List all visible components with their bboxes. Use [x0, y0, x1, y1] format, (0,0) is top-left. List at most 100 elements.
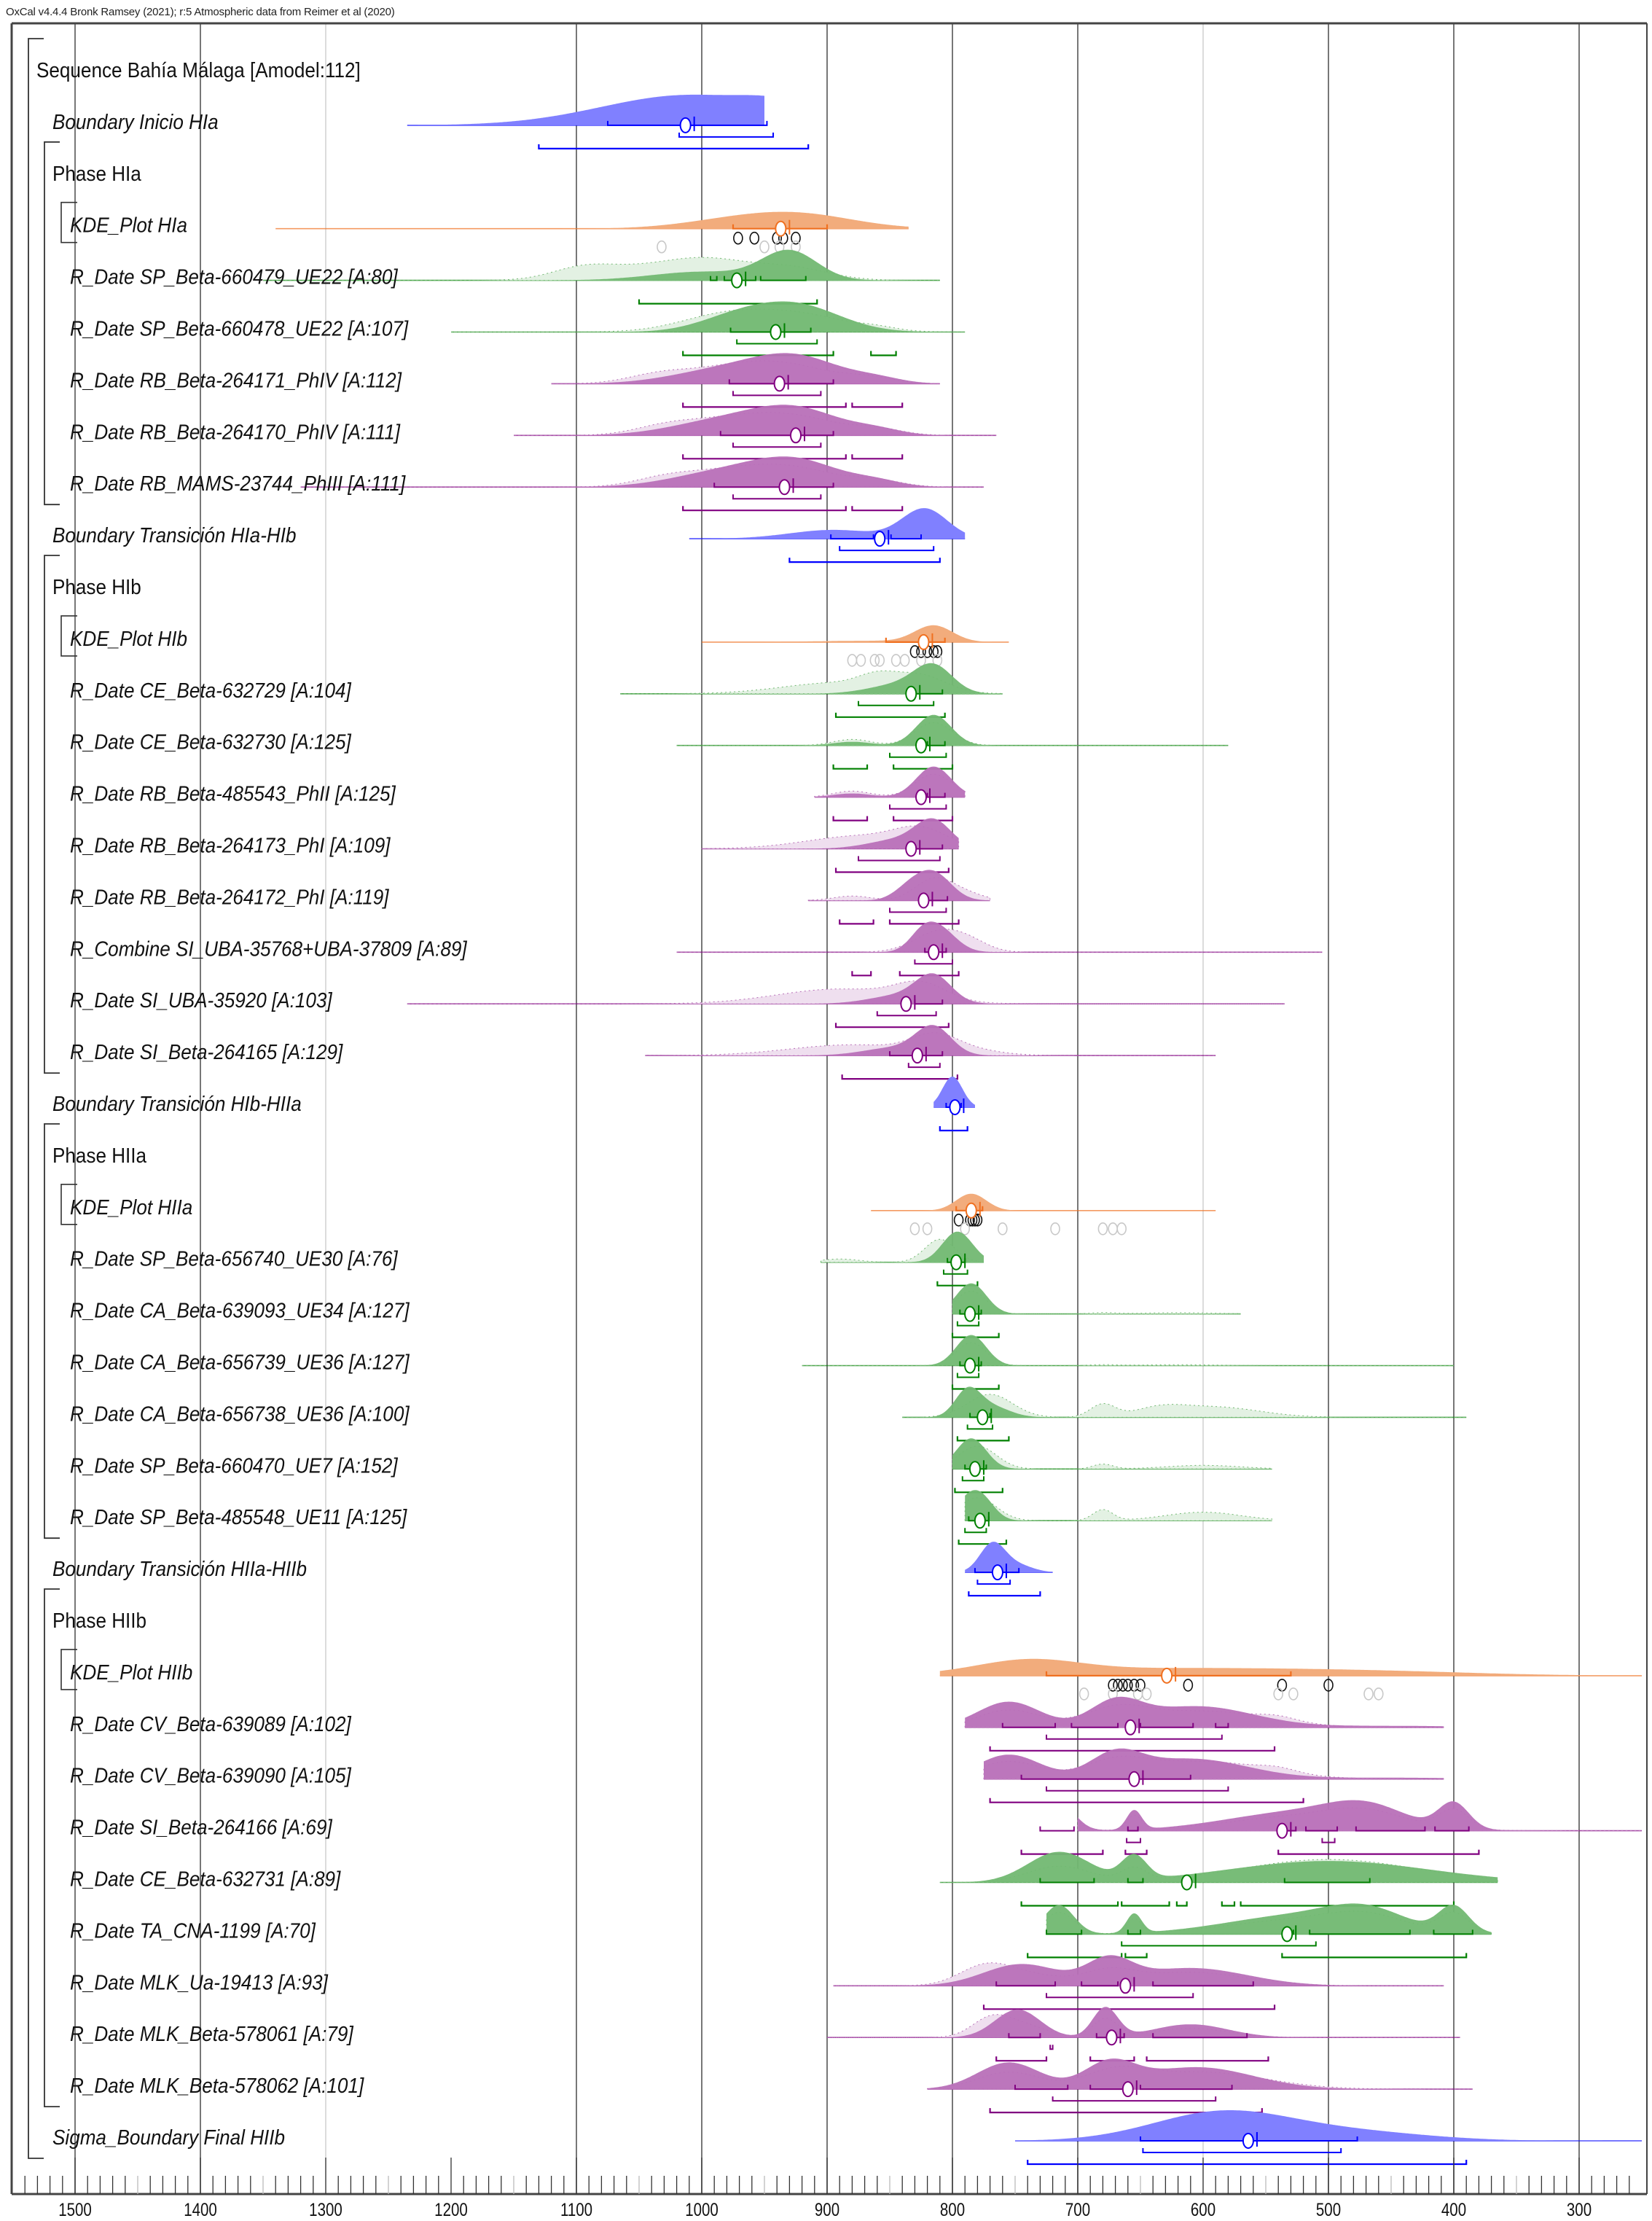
distribution-rdate	[300, 456, 984, 512]
distribution-rdate	[814, 766, 966, 821]
posterior-fill	[984, 1748, 1444, 1779]
range-68-inner	[876, 1011, 937, 1017]
range-68	[719, 431, 834, 437]
range-95	[1121, 1901, 1170, 1907]
posterior-fill	[620, 663, 1003, 694]
kde-prior-marker	[960, 1222, 970, 1236]
posterior-fill	[808, 870, 990, 901]
prior-likelihood	[676, 929, 1323, 953]
median-marker	[965, 1202, 977, 1219]
axis-tick-label: 500	[1316, 2199, 1341, 2220]
median-marker	[915, 789, 927, 805]
range-95	[1221, 1901, 1236, 1907]
range-68-inner	[976, 1580, 1011, 1585]
kde-point-marker	[733, 231, 743, 245]
range-68-inner	[1049, 2045, 1054, 2050]
posterior-fill	[702, 818, 959, 849]
x-axis: 1500 1400 1300 1200 1100 1000 900 800 700 600 500 4…	[24, 2158, 1630, 2220]
range-68	[1127, 1826, 1139, 1832]
row-label: R_Date CV_Beta-639090 [A:105]	[70, 1763, 352, 1787]
range-95	[893, 816, 954, 821]
median-marker	[1276, 1822, 1288, 1839]
range-95	[951, 1384, 1000, 1390]
row-label: R_Date SP_Beta-656740_UE30 [A:76]	[70, 1246, 399, 1270]
posterior-fill	[952, 1438, 1272, 1469]
posterior-fill	[939, 1851, 1498, 1883]
range-68-inner	[907, 1063, 941, 1069]
kde-prior-marker	[1374, 1687, 1384, 1701]
range-95	[989, 2108, 1263, 2114]
phase-bracket	[44, 141, 60, 506]
range-68-inner	[1046, 1993, 1194, 1999]
median-marker	[679, 117, 692, 133]
range-95	[851, 506, 904, 512]
row-label: R_Date CA_Beta-656739_UE36 [A:127]	[70, 1350, 410, 1374]
median-marker	[911, 1047, 923, 1064]
median-marker	[949, 1099, 961, 1115]
posterior-fill	[300, 456, 984, 488]
row-label: R_Date MLK_Ua-19413 [A:93]	[70, 1970, 329, 1994]
axis-tick-label: 400	[1441, 2199, 1466, 2220]
range-68-inner	[1142, 2148, 1342, 2153]
phase-bracket	[44, 555, 60, 1074]
range-68	[1001, 1722, 1057, 1728]
range-68	[1039, 1826, 1075, 1832]
row-label: R_Date CE_Beta-632731 [A:89]	[70, 1867, 342, 1891]
median-marker	[1124, 1719, 1137, 1736]
range-68	[1152, 1981, 1254, 1987]
kde-prior-marker	[899, 654, 910, 667]
range-68	[830, 534, 874, 540]
axis-tick-label: 1200	[434, 2199, 468, 2220]
row-label: Phase HIb	[52, 575, 141, 599]
posterior-fill	[645, 1025, 1216, 1056]
median-marker	[1181, 1874, 1193, 1891]
range-95	[832, 816, 869, 821]
range-95	[1175, 1901, 1188, 1907]
posterior-fill	[551, 353, 940, 384]
kde-point-marker	[791, 231, 801, 245]
range-68	[1152, 2033, 1248, 2039]
range-95	[893, 764, 954, 770]
kde-bracket	[60, 1184, 77, 1225]
median-marker	[900, 996, 912, 1012]
kde-point-marker	[972, 1214, 983, 1227]
median-marker	[1105, 2029, 1118, 2046]
range-68-inner	[914, 959, 953, 965]
range-95	[989, 1798, 1304, 1803]
range-68-inner	[732, 494, 822, 500]
median-marker	[731, 272, 743, 289]
row-label: R_Date SI_Beta-264165 [A:129]	[70, 1040, 343, 1064]
kde-prior-marker	[909, 1222, 920, 1236]
kde-prior-marker	[759, 240, 770, 254]
range-68-inner	[1052, 2096, 1217, 2102]
median-marker	[917, 892, 930, 909]
row-label: R_Date CA_Beta-639093_UE34 [A:127]	[70, 1298, 410, 1322]
posterior-fill	[275, 211, 909, 229]
kde-prior-marker	[1050, 1222, 1060, 1236]
distribution-rdate	[952, 1438, 1273, 1494]
median-marker	[974, 1512, 986, 1529]
posterior-fill	[821, 1231, 984, 1262]
posterior-fill	[676, 714, 1229, 746]
row-label: R_Date SP_Beta-660479_UE22 [A:80]	[70, 265, 399, 289]
axis-tick-label: 1300	[309, 2199, 342, 2220]
median-marker	[778, 479, 791, 496]
kde-prior-marker	[1363, 1687, 1374, 1701]
range-68	[995, 1981, 1057, 1987]
distribution-rdate	[407, 973, 1285, 1028]
range-95	[682, 506, 847, 512]
axis-tick-label: 1100	[560, 2199, 592, 2220]
distribution-boundary	[933, 1077, 975, 1132]
row-label: Boundary Transición HIIa-HIIb	[52, 1557, 307, 1581]
range-68-inner	[889, 804, 947, 810]
range-68	[1127, 1878, 1144, 1884]
distribution-rdate	[802, 1335, 1454, 1390]
kde-prior-marker	[1273, 1687, 1283, 1701]
range-68-inner	[839, 546, 935, 552]
range-68	[1039, 1878, 1095, 1884]
kde-point-marker	[1323, 1679, 1334, 1692]
distribution-rdate	[820, 1231, 984, 1287]
posterior-fill	[1015, 2110, 1642, 2141]
range-95	[851, 402, 904, 408]
